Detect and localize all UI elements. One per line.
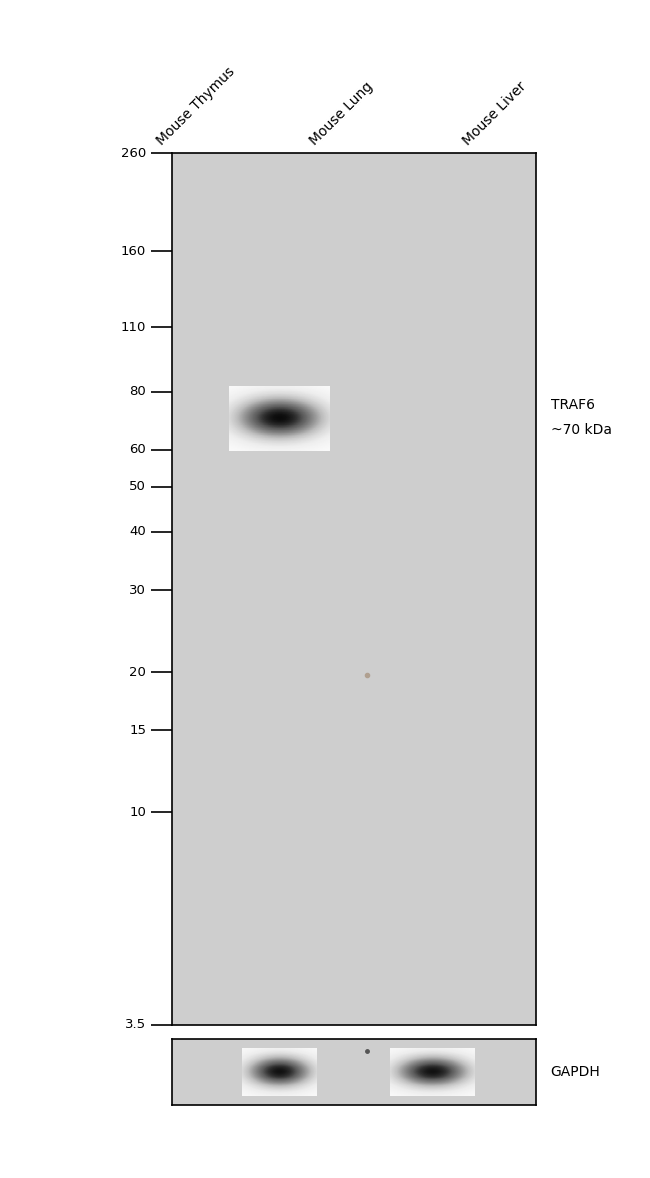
Text: Mouse Liver: Mouse Liver <box>460 80 529 148</box>
Text: 30: 30 <box>129 583 146 597</box>
Text: 40: 40 <box>129 525 146 538</box>
Text: 50: 50 <box>129 481 146 494</box>
Text: 160: 160 <box>121 245 146 258</box>
Text: 60: 60 <box>129 443 146 456</box>
Text: 3.5: 3.5 <box>125 1018 146 1032</box>
Text: Mouse Lung: Mouse Lung <box>307 80 376 148</box>
Text: 10: 10 <box>129 806 146 819</box>
Text: 110: 110 <box>121 320 146 333</box>
Text: Mouse Thymus: Mouse Thymus <box>155 65 238 148</box>
Text: 20: 20 <box>129 666 146 679</box>
Text: ~70 kDa: ~70 kDa <box>551 423 612 437</box>
Text: GAPDH: GAPDH <box>551 1065 601 1079</box>
Text: 80: 80 <box>129 385 146 398</box>
Text: 15: 15 <box>129 724 146 737</box>
Text: 260: 260 <box>121 146 146 160</box>
Text: TRAF6: TRAF6 <box>551 397 595 411</box>
